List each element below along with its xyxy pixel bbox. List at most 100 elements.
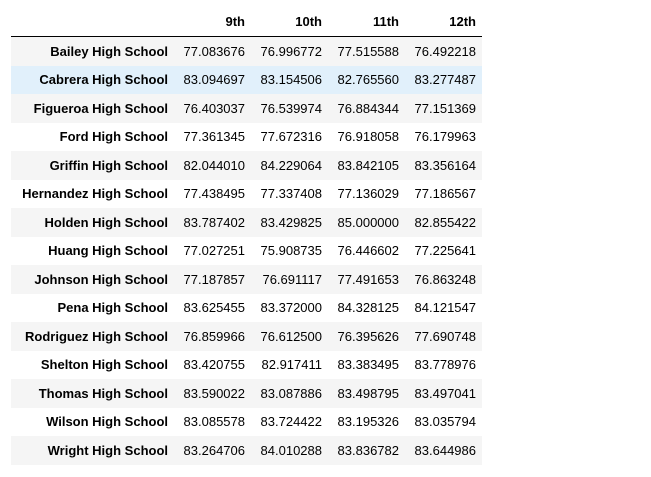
table-row: Hernandez High School 77.438495 77.337408 7…: [11, 179, 482, 208]
table-cell: 83.356164: [414, 157, 476, 173]
row-index-school-name: Bailey High School: [50, 43, 168, 59]
table-cell: 84.010288: [260, 442, 322, 458]
table-cell: 77.337408: [260, 186, 322, 202]
table-body: Bailey High School 77.083676 76.996772 77.5…: [11, 36, 482, 465]
table-cell: 84.121547: [414, 300, 476, 316]
table-cell: 83.625455: [183, 300, 245, 316]
table-cell: 83.497041: [414, 385, 476, 401]
table-cell: 77.083676: [183, 43, 245, 59]
row-index-school-name: Rodriguez High School: [25, 328, 168, 344]
table-cell: 77.361345: [183, 129, 245, 145]
row-index-school-name: Pena High School: [57, 300, 168, 316]
table-cell: 77.672316: [260, 129, 322, 145]
table-cell: 77.491653: [337, 271, 399, 287]
table-cell: 85.000000: [337, 214, 399, 230]
row-index-school-name: Shelton High School: [40, 357, 168, 373]
table-cell: 83.035794: [414, 414, 476, 430]
column-header-9th: 9th: [174, 6, 251, 37]
table-cell: 77.136029: [337, 186, 399, 202]
table-row: Thomas High School 83.590022 83.087886 83.4…: [11, 379, 482, 408]
table-cell: 77.225641: [414, 243, 476, 259]
table-row: Griffin High School 82.044010 84.229064 83.…: [11, 151, 482, 180]
table-cell: 76.996772: [260, 43, 322, 59]
row-index-school-name: Cabrera High School: [39, 72, 168, 88]
table-header: 9th 10th 11th 12th: [11, 6, 482, 37]
table-row: Holden High School 83.787402 83.429825 85.0…: [11, 208, 482, 237]
table-cell: 75.908735: [260, 243, 322, 259]
column-header-10th: 10th: [251, 6, 328, 37]
table-row: Huang High School 77.027251 75.908735 76.44…: [11, 236, 482, 265]
scores-by-grade-table: 9th 10th 11th 12th Bailey High School 77.…: [11, 6, 482, 465]
row-index-school-name: Thomas High School: [38, 385, 168, 401]
table-cell: 77.690748: [414, 328, 476, 344]
table-cell: 76.884344: [337, 100, 399, 116]
table-cell: 77.438495: [183, 186, 245, 202]
table-row: Ford High School 77.361345 77.672316 76.918…: [11, 122, 482, 151]
row-index-school-name: Johnson High School: [34, 271, 168, 287]
table-cell: 76.863248: [414, 271, 476, 287]
row-index-school-name: Griffin High School: [49, 157, 168, 173]
table-cell: 77.187857: [183, 271, 245, 287]
table-row: Bailey High School 77.083676 76.996772 77.5…: [11, 36, 482, 66]
header-row: 9th 10th 11th 12th: [11, 6, 482, 37]
table-row: Johnson High School 77.187857 76.691117 77.…: [11, 265, 482, 294]
table-cell: 82.765560: [337, 72, 399, 88]
row-index-school-name: Figueroa High School: [33, 100, 168, 116]
table-cell: 76.492218: [414, 43, 476, 59]
table-cell: 76.918058: [337, 129, 399, 145]
table-cell: 83.085578: [183, 414, 245, 430]
dataframe-output: 9th 10th 11th 12th Bailey High School 77.…: [11, 6, 482, 465]
row-index-school-name: Holden High School: [44, 214, 169, 230]
table-cell: 83.087886: [260, 385, 322, 401]
table-cell: 83.094697: [183, 72, 245, 88]
table-row: Shelton High School 83.420755 82.917411 83.…: [11, 350, 482, 379]
table-cell: 84.328125: [337, 300, 399, 316]
table-cell: 84.229064: [260, 157, 322, 173]
table-row: Pena High School 83.625455 83.372000 84.328…: [11, 293, 482, 322]
table-cell: 82.917411: [261, 357, 323, 373]
table-cell: 83.429825: [260, 214, 322, 230]
table-cell: 83.842105: [337, 157, 399, 173]
table-cell: 77.515588: [337, 43, 399, 59]
table-row: Rodriguez High School 76.859966 76.612500 7…: [11, 322, 482, 351]
row-index-school-name: Wright High School: [47, 442, 168, 458]
table-cell: 76.395626: [337, 328, 399, 344]
table-cell: 76.179963: [414, 129, 476, 145]
table-cell: 83.836782: [337, 442, 399, 458]
table-cell: 83.154506: [260, 72, 322, 88]
row-index-school-name: Huang High School: [48, 243, 168, 259]
table-cell: 83.372000: [260, 300, 322, 316]
column-header-11th: 11th: [328, 6, 405, 37]
table-cell: 83.195326: [337, 414, 399, 430]
table-cell: 83.787402: [183, 214, 245, 230]
table-cell: 83.264706: [183, 442, 245, 458]
table-cell: 83.778976: [414, 357, 476, 373]
table-cell: 83.724422: [260, 414, 322, 430]
table-cell: 82.044010: [183, 157, 245, 173]
table-cell: 83.644986: [414, 442, 476, 458]
table-cell: 77.027251: [183, 243, 245, 259]
row-index-school-name: Ford High School: [59, 129, 168, 145]
table-cell: 76.539974: [260, 100, 322, 116]
table-cell: 76.403037: [183, 100, 245, 116]
table-cell: 76.446602: [337, 243, 399, 259]
table-cell: 77.151369: [414, 100, 476, 116]
table-cell: 76.859966: [183, 328, 245, 344]
table-cell: 83.498795: [337, 385, 399, 401]
row-index-school-name: Wilson High School: [46, 414, 168, 430]
row-index-school-name: Hernandez High School: [22, 186, 168, 202]
table-cell: 77.186567: [414, 186, 476, 202]
table-cell: 82.855422: [414, 214, 476, 230]
column-header-12th: 12th: [405, 6, 482, 37]
table-cell: 83.383495: [337, 357, 399, 373]
table-cell: 76.612500: [260, 328, 322, 344]
table-row: Wilson High School 83.085578 83.724422 83.1…: [11, 407, 482, 436]
table-row: Figueroa High School 76.403037 76.539974 76…: [11, 94, 482, 123]
table-row: Wright High School 83.264706 84.010288 83.8…: [11, 436, 482, 465]
table-row: Cabrera High School 83.094697 83.154506 82.…: [11, 65, 482, 94]
table-cell: 83.590022: [183, 385, 245, 401]
table-cell: 76.691117: [262, 271, 322, 287]
table-cell: 83.420755: [183, 357, 245, 373]
index-column-header: [11, 6, 174, 37]
table-cell: 83.277487: [414, 72, 476, 88]
